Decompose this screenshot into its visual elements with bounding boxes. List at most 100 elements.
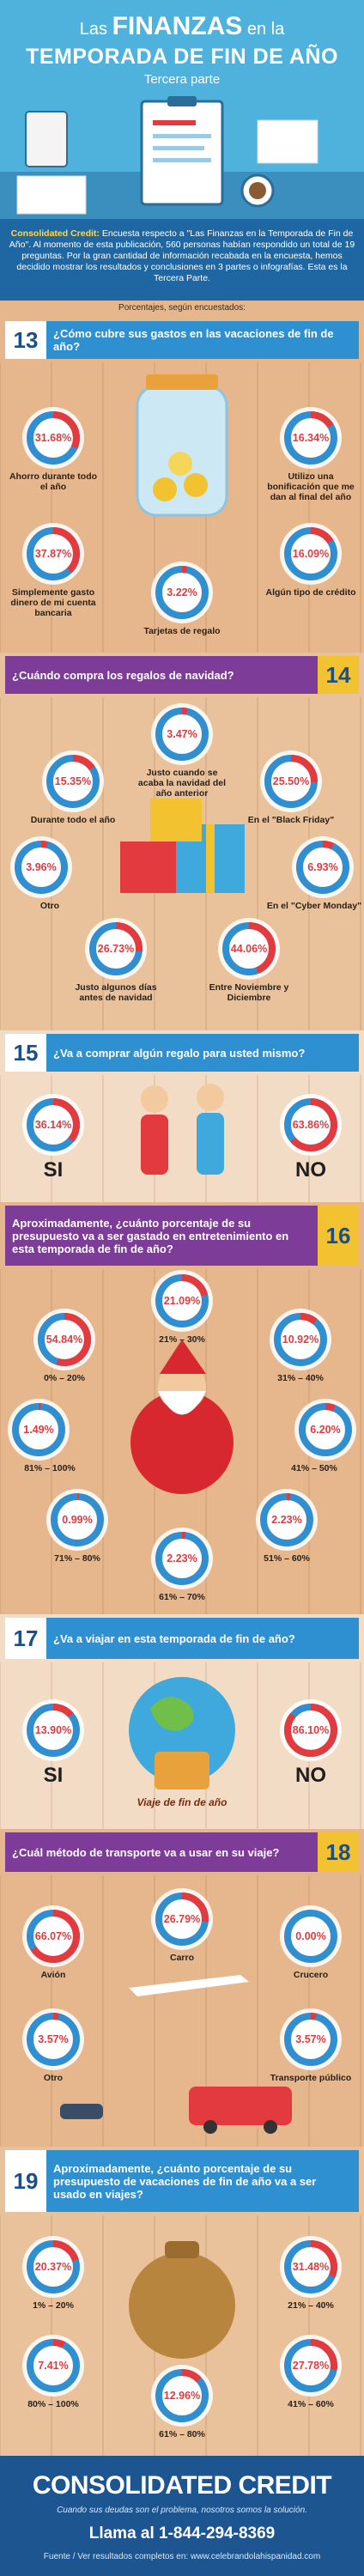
brand: CONSOLIDATED CREDIT xyxy=(32,2471,332,2500)
donut-center xyxy=(54,762,92,800)
item-label: 0% – 20% xyxy=(44,1373,85,1383)
calculator-icon xyxy=(25,111,68,167)
item-label: Simplemente gasto dinero de mi cuenta ba… xyxy=(10,587,96,618)
percent-label: 20.37% xyxy=(34,2261,72,2273)
item-label: 41% – 50% xyxy=(291,1463,337,1473)
suitcase xyxy=(155,1752,209,1789)
answer-label: SI xyxy=(43,1158,64,1182)
donut-center xyxy=(97,930,135,968)
number-badge xyxy=(318,1206,359,1266)
percent-label: 2.23% xyxy=(167,1552,197,1564)
section-number: 14 xyxy=(325,661,351,688)
section-number: 13 xyxy=(13,326,39,353)
question: ¿Cuándo compra los regalos de navidad? xyxy=(12,668,234,682)
donut-center xyxy=(58,1501,96,1539)
percent-label: 7.41% xyxy=(38,2360,69,2372)
donut-arc xyxy=(284,1704,337,1757)
santa-beard xyxy=(158,1391,206,1415)
donut-center xyxy=(34,2020,72,2058)
percent-label: 66.07% xyxy=(34,1930,72,1942)
donut-arc xyxy=(51,1493,104,1546)
question-bar xyxy=(5,1206,359,1266)
donut-center xyxy=(304,848,342,886)
donut-center xyxy=(163,715,201,753)
percent-label: 3.57% xyxy=(295,2033,326,2045)
donut-arc xyxy=(155,566,209,619)
percent-label: 37.87% xyxy=(34,548,72,560)
donut-center xyxy=(34,419,72,457)
donut-arc xyxy=(27,2240,80,2293)
question: ¿Cómo cubre sus gastos en las vacaciones… xyxy=(53,327,334,353)
percent-label: 31.48% xyxy=(292,2261,330,2273)
subtitle: Tercera parte xyxy=(143,72,221,87)
title-post: en la xyxy=(246,20,285,39)
donut-arc xyxy=(274,1313,327,1366)
item-label: 31% – 40% xyxy=(277,1373,324,1383)
donut-center xyxy=(34,1917,72,1955)
donut-center xyxy=(292,2248,330,2286)
item-label: 51% – 60% xyxy=(264,1553,310,1564)
number-badge xyxy=(5,1034,46,1072)
donut-center xyxy=(230,930,268,968)
donut-arc xyxy=(284,1098,337,1151)
wheel xyxy=(264,2120,277,2134)
source: Fuente / Ver resultados completos en: ww… xyxy=(43,2552,321,2561)
paper-icon xyxy=(16,175,87,215)
percent-label: 16.09% xyxy=(292,548,330,560)
person-body xyxy=(141,1115,168,1175)
phone: Llama al 1-844-294-8369 xyxy=(88,2524,276,2543)
donut-center xyxy=(34,1106,72,1144)
donut-center xyxy=(163,574,201,611)
donut-arc xyxy=(12,1403,65,1456)
land xyxy=(150,1697,194,1731)
person-body xyxy=(197,1113,224,1175)
percent-label: 13.90% xyxy=(34,1724,72,1736)
donut-center xyxy=(163,2377,201,2415)
percent-label: 3.22% xyxy=(167,586,197,598)
item-label: 1% – 20% xyxy=(33,2300,74,2311)
donut-arc xyxy=(15,841,68,894)
scooter xyxy=(60,2104,103,2119)
question: ¿Va a viajar en esta temporada de fin de… xyxy=(53,1631,295,1645)
percent-label: 27.78% xyxy=(292,2360,330,2372)
donut-center xyxy=(163,1900,201,1938)
item-label: 81% – 100% xyxy=(24,1463,76,1473)
donut-center xyxy=(292,1106,330,1144)
clipboard-icon xyxy=(140,100,224,206)
percent-label: 25.50% xyxy=(272,775,310,787)
question: Aproximadamente, ¿cuánto porcentaje de s… xyxy=(53,2161,317,2201)
donut-center xyxy=(292,535,330,573)
item-label: Otro xyxy=(43,2073,64,2083)
donut-arc xyxy=(155,1532,209,1585)
person-head xyxy=(141,1085,168,1113)
donut-center xyxy=(34,2347,72,2385)
doc-line xyxy=(153,146,204,150)
donut-arc xyxy=(299,1403,352,1456)
question-bar xyxy=(5,1618,359,1659)
percent-label: 21.09% xyxy=(163,1295,201,1307)
item-label: 71% – 80% xyxy=(54,1553,100,1564)
percent-label: 6.93% xyxy=(307,861,338,873)
item-label: En el "Cyber Monday" xyxy=(266,901,362,911)
donut-center xyxy=(22,848,60,886)
donut-arc xyxy=(284,527,337,580)
item-label: Crucero xyxy=(293,1970,329,1980)
gift xyxy=(120,841,180,893)
donut-arc xyxy=(222,922,276,975)
donut-center xyxy=(292,419,330,457)
coin xyxy=(153,477,177,501)
caption: Viaje de fin de año xyxy=(136,1796,228,1808)
item-label: Entre Noviembre y Diciembre xyxy=(209,982,289,1003)
item-label: Transporte público xyxy=(270,2073,352,2083)
percent-label: 31.68% xyxy=(34,432,72,444)
percent-label: 15.35% xyxy=(54,775,92,787)
section-number: 19 xyxy=(13,2167,39,2194)
section-number: 15 xyxy=(13,1039,39,1066)
donut-arc xyxy=(155,2369,209,2422)
intro-lead: Consolidated Credit: xyxy=(10,228,100,239)
donut-arc xyxy=(38,1313,91,1366)
donut-center xyxy=(306,1411,344,1449)
item-label: 61% – 80% xyxy=(159,2429,205,2439)
percent-label: 54.84% xyxy=(46,1334,83,1346)
